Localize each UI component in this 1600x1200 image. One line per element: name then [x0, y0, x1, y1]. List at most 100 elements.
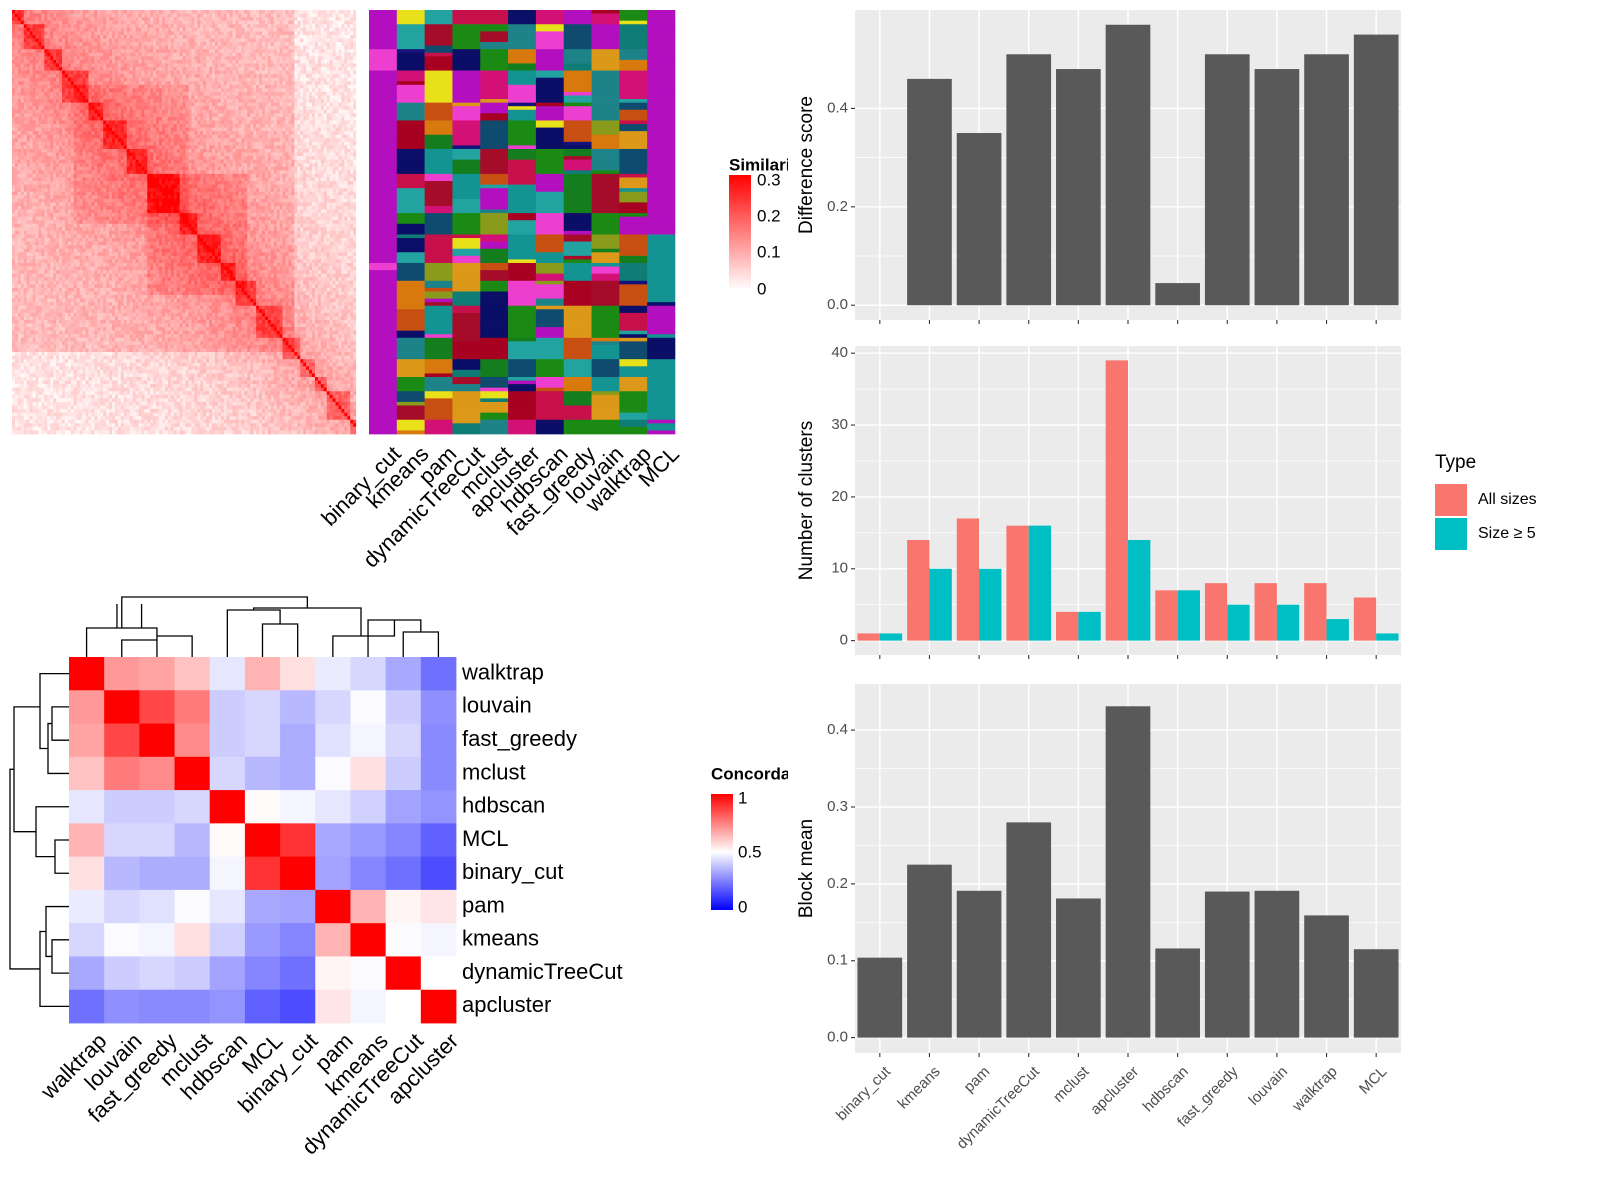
similarity-cell [253, 59, 257, 64]
similarity-cell [314, 127, 319, 132]
similarity-cell [29, 77, 33, 82]
similarity-cell [244, 109, 248, 114]
similarity-cell [306, 120, 310, 125]
similarity-cell [300, 116, 304, 121]
similarity-cell [244, 24, 248, 29]
similarity-cell [70, 24, 75, 29]
similarity-cell [244, 17, 248, 22]
similarity-cell [232, 84, 236, 89]
similarity-cell [212, 56, 216, 61]
similarity-cell [320, 70, 325, 75]
similarity-cell [226, 148, 230, 153]
similarity-cell [26, 134, 30, 139]
similarity-cell [214, 34, 219, 39]
similarity-cell [341, 59, 345, 64]
similarity-cell [332, 56, 336, 61]
similarity-cell [117, 145, 122, 150]
similarity-cell [132, 99, 136, 103]
similarity-cell [167, 24, 172, 29]
similarity-cell [179, 145, 183, 150]
similarity-cell [35, 31, 39, 36]
similarity-cell [338, 152, 342, 157]
similarity-cell [88, 134, 92, 139]
similarity-cell [120, 91, 125, 96]
similarity-cell [26, 109, 30, 114]
similarity-cell [82, 38, 86, 43]
similarity-cell [85, 27, 89, 32]
similarity-cell [294, 45, 298, 50]
similarity-cell [85, 38, 89, 43]
similarity-cell [323, 99, 328, 103]
similarity-cell [153, 10, 157, 14]
similarity-cell [173, 56, 178, 61]
similarity-cell [91, 17, 95, 22]
similarity-cell [253, 67, 257, 71]
similarity-cell [356, 59, 360, 64]
similarity-cell [264, 24, 269, 29]
similarity-cell [197, 156, 201, 160]
similarity-cell [232, 106, 236, 111]
similarity-cell [226, 17, 230, 22]
similarity-cell [279, 88, 283, 93]
similarity-cell [191, 27, 195, 32]
similarity-cell [123, 49, 128, 54]
similarity-cell [12, 38, 16, 43]
similarity-cell [103, 141, 107, 146]
similarity-cell [109, 42, 113, 46]
similarity-cell [306, 20, 310, 25]
similarity-cell [235, 88, 239, 93]
similarity-cell [76, 27, 80, 32]
similarity-cell [173, 63, 178, 68]
similarity-cell [197, 124, 201, 128]
similarity-cell [29, 17, 33, 22]
similarity-cell [238, 152, 242, 157]
similarity-cell [38, 34, 42, 39]
similarity-cell [270, 156, 275, 160]
similarity-cell [147, 88, 151, 93]
similarity-cell [247, 131, 251, 136]
similarity-cell [191, 34, 195, 39]
similarity-cell [353, 134, 357, 139]
similarity-cell [344, 113, 348, 118]
similarity-cell [238, 145, 242, 150]
similarity-cell [288, 70, 292, 75]
similarity-cell [285, 124, 289, 128]
similarity-cell [309, 127, 313, 132]
similarity-cell [338, 20, 342, 25]
similarity-cell [332, 95, 336, 100]
similarity-cell [209, 102, 213, 107]
similarity-cell [17, 81, 22, 86]
similarity-cell [82, 77, 86, 82]
similarity-cell [14, 95, 19, 100]
similarity-cell [188, 84, 192, 89]
similarity-cell [91, 109, 95, 114]
similarity-cell [276, 24, 280, 29]
similarity-cell [309, 95, 313, 100]
similarity-cell [273, 74, 278, 79]
similarity-cell [12, 156, 16, 160]
similarity-cell [167, 145, 172, 150]
similarity-cell [164, 27, 169, 32]
similarity-cell [47, 127, 51, 132]
similarity-cell [29, 34, 33, 39]
similarity-cell [73, 124, 78, 128]
similarity-cell [173, 99, 178, 103]
similarity-cell [109, 59, 113, 64]
similarity-cell [203, 42, 207, 46]
similarity-cell [344, 127, 348, 132]
similarity-cell [23, 145, 28, 150]
similarity-cell [262, 67, 266, 71]
similarity-cell [150, 109, 154, 114]
similarity-cell [250, 42, 254, 46]
similarity-cell [182, 88, 186, 93]
similarity-cell [217, 95, 222, 100]
similarity-cell [359, 42, 363, 46]
similarity-cell [185, 59, 189, 64]
similarity-cell [129, 10, 133, 14]
similarity-cell [332, 134, 336, 139]
similarity-cell [329, 127, 333, 132]
similarity-cell [150, 56, 154, 61]
similarity-cell [332, 138, 336, 143]
similarity-cell [329, 63, 333, 68]
similarity-cell [88, 20, 92, 25]
